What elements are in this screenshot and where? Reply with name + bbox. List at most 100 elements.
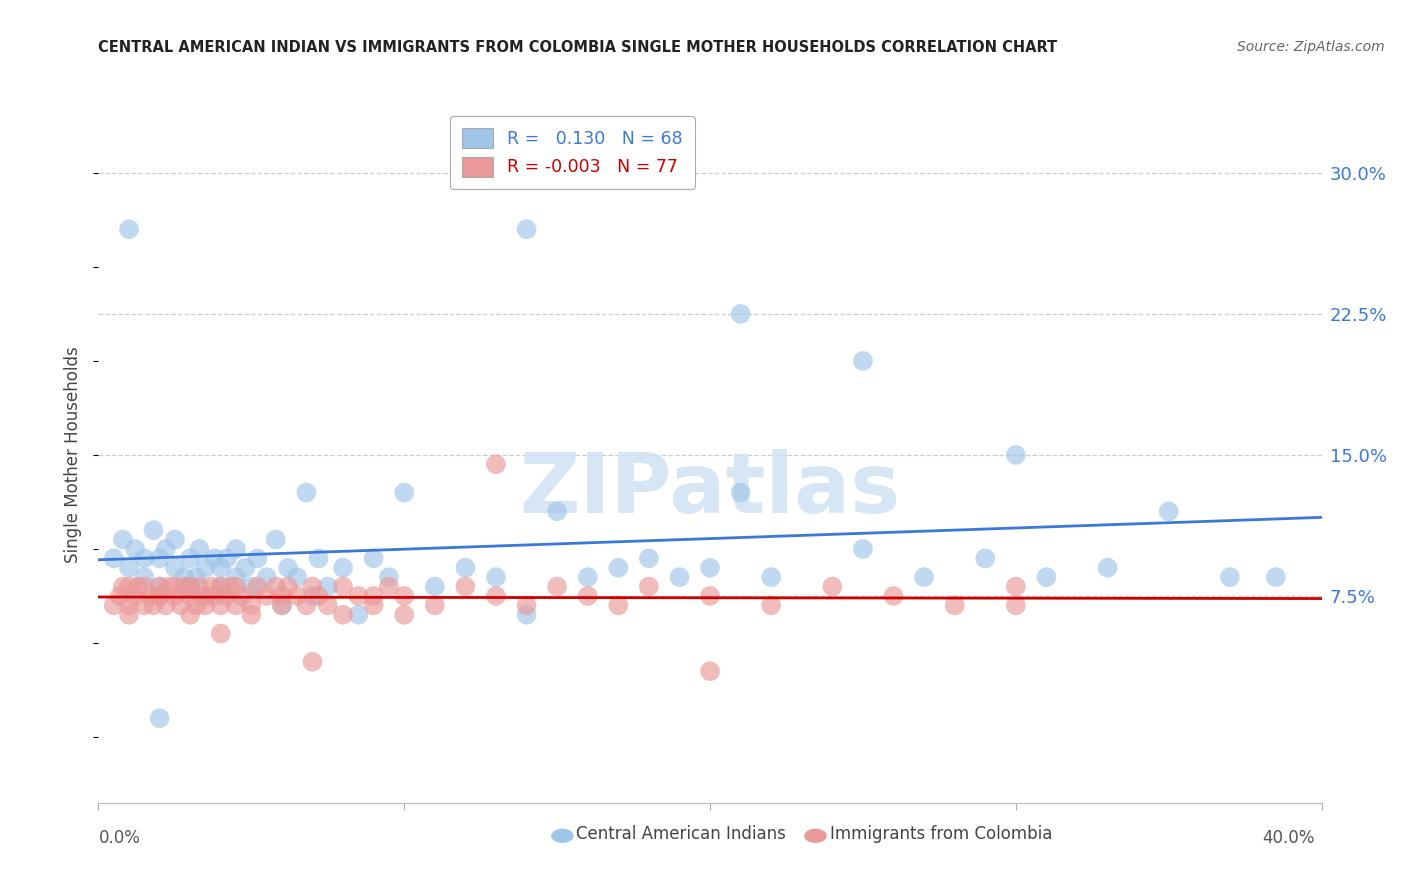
Point [423,599,446,613]
Point [173,570,195,584]
Point [668,570,690,584]
Point [134,551,156,566]
Point [186,599,208,613]
Point [264,580,287,594]
Point [516,222,538,236]
Point [295,485,318,500]
Point [231,589,253,603]
Point [285,589,308,603]
Text: 0.0%: 0.0% [98,829,141,847]
Point [219,580,242,594]
Point [852,354,875,368]
Point [149,551,172,566]
Point [1004,448,1026,462]
Point [209,580,232,594]
Point [943,599,966,613]
Point [173,580,195,594]
Point [209,580,232,594]
Y-axis label: Single Mother Households: Single Mother Households [65,347,83,563]
Point [1004,599,1026,613]
Point [1097,560,1119,574]
Point [118,607,141,622]
Point [157,580,180,594]
Point [194,589,217,603]
Point [392,589,416,603]
Point [883,589,905,603]
Point [149,711,172,725]
Point [270,599,292,613]
Text: CENTRAL AMERICAN INDIAN VS IMMIGRANTS FROM COLOMBIA SINGLE MOTHER HOUSEHOLDS COR: CENTRAL AMERICAN INDIAN VS IMMIGRANTS FR… [98,40,1057,55]
Point [134,570,156,584]
Point [194,599,217,613]
Point [209,599,232,613]
Point [378,580,401,594]
Point [852,541,875,556]
Point [454,580,477,594]
Point [139,589,162,603]
Point [118,580,141,594]
Point [179,589,201,603]
Point [225,541,247,556]
Point [699,560,721,574]
Point [308,551,330,566]
Point [233,560,256,574]
Point [134,599,156,613]
Point [186,570,208,584]
Point [637,580,661,594]
Point [270,589,292,603]
Point [1004,580,1026,594]
Point [124,589,146,603]
Point [163,560,186,574]
Point [246,551,269,566]
Point [149,589,172,603]
Point [225,570,247,584]
Point [142,599,165,613]
Point [179,551,201,566]
Point [127,580,149,594]
Point [454,560,477,574]
Point [194,589,217,603]
Point [759,570,782,584]
Point [332,607,354,622]
Point [277,580,299,594]
Point [301,580,323,594]
Point [332,560,354,574]
Point [142,523,165,537]
Point [240,580,263,594]
Point [111,533,134,547]
Point [163,580,186,594]
Point [194,560,217,574]
Text: Central American Indians: Central American Indians [576,825,786,843]
Point [637,551,661,566]
Point [240,599,263,613]
Point [204,589,226,603]
Point [516,599,538,613]
Text: ZIPatlas: ZIPatlas [520,450,900,530]
Point [264,533,287,547]
Text: Source: ZipAtlas.com: Source: ZipAtlas.com [1237,40,1385,54]
Point [576,570,599,584]
Point [308,589,330,603]
Point [188,541,211,556]
Point [163,533,186,547]
Point [347,607,370,622]
Point [546,580,568,594]
Point [546,504,568,518]
Point [204,551,226,566]
Point [209,560,232,574]
Point [118,599,141,613]
Point [225,580,247,594]
Point [730,307,752,321]
Point [332,580,354,594]
Point [485,458,508,472]
Legend: R =   0.130   N = 68, R = -0.003   N = 77: R = 0.130 N = 68, R = -0.003 N = 77 [450,116,695,189]
Point [111,580,134,594]
Point [225,599,247,613]
Point [759,599,782,613]
Point [215,589,238,603]
Point [821,580,844,594]
Point [108,589,131,603]
Point [363,599,385,613]
Point [200,580,222,594]
Point [392,607,416,622]
